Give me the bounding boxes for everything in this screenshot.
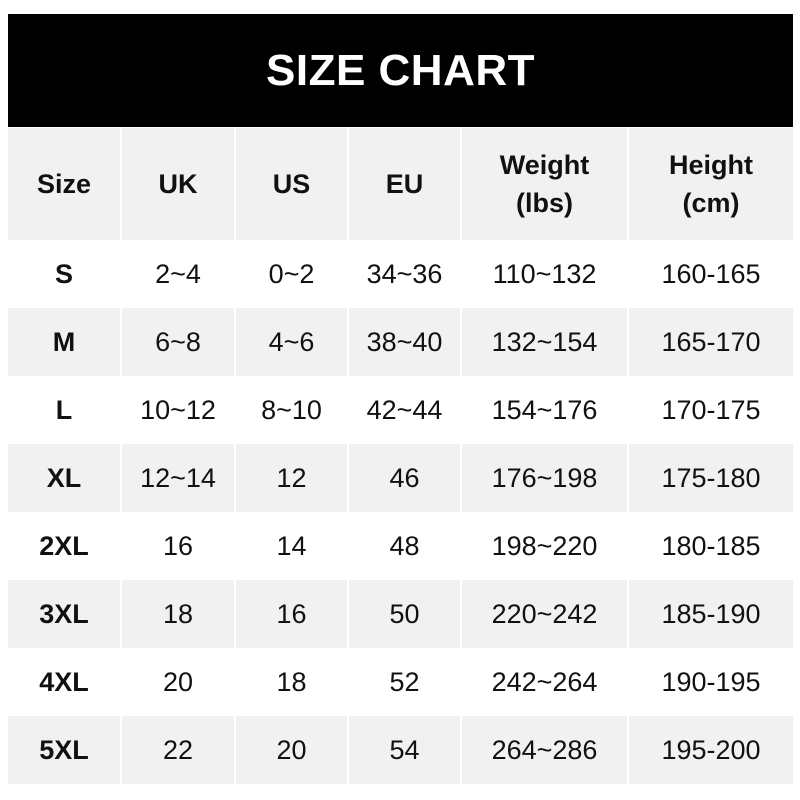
table-row: XL 12~14 12 46 176~198 175-180 (8, 444, 793, 512)
table-cell: 18 (120, 580, 235, 648)
table-cell: 154~176 (460, 376, 628, 444)
table-cell: 264~286 (460, 716, 628, 784)
size-label: 4XL (8, 648, 121, 716)
table-cell: 12 (234, 444, 348, 512)
table-cell: 10~12 (120, 376, 235, 444)
table-cell: 176~198 (460, 444, 628, 512)
size-label: 2XL (8, 512, 121, 580)
table-cell: 22 (120, 716, 235, 784)
table-cell: 42~44 (347, 376, 461, 444)
table-cell: 18 (234, 648, 348, 716)
size-table: Size UK US EU Weight (lbs) Height (cm) S 2~4 0~… (8, 128, 793, 784)
table-cell: 0~2 (234, 240, 348, 308)
table-cell: 48 (347, 512, 461, 580)
table-cell: 195-200 (627, 716, 793, 784)
table-cell: 220~242 (460, 580, 628, 648)
table-cell: 6~8 (120, 308, 235, 376)
table-row: 2XL 16 14 48 198~220 180-185 (8, 512, 793, 580)
table-cell: 160-165 (627, 240, 793, 308)
size-label: XL (8, 444, 121, 512)
size-label: M (8, 308, 121, 376)
table-cell: 132~154 (460, 308, 628, 376)
table-cell: 175-180 (627, 444, 793, 512)
size-chart-title: SIZE CHART (8, 14, 793, 127)
size-label: S (8, 240, 121, 308)
table-cell: 20 (234, 716, 348, 784)
header-row: Size UK US EU Weight (lbs) Height (cm) (8, 128, 793, 240)
table-cell: 16 (120, 512, 235, 580)
table-cell: 12~14 (120, 444, 235, 512)
column-header: Size (8, 128, 121, 240)
table-cell: 242~264 (460, 648, 628, 716)
size-label: L (8, 376, 121, 444)
table-cell: 170-175 (627, 376, 793, 444)
table-cell: 198~220 (460, 512, 628, 580)
table-cell: 2~4 (120, 240, 235, 308)
table-cell: 38~40 (347, 308, 461, 376)
table-cell: 14 (234, 512, 348, 580)
table-cell: 20 (120, 648, 235, 716)
table-cell: 52 (347, 648, 461, 716)
table-row: S 2~4 0~2 34~36 110~132 160-165 (8, 240, 793, 308)
table-cell: 4~6 (234, 308, 348, 376)
table-cell: 54 (347, 716, 461, 784)
table-cell: 110~132 (460, 240, 628, 308)
table-cell: 46 (347, 444, 461, 512)
table-row: 5XL 22 20 54 264~286 195-200 (8, 716, 793, 784)
table-cell: 16 (234, 580, 348, 648)
table-cell: 8~10 (234, 376, 348, 444)
column-header: US (234, 128, 348, 240)
table-row: 4XL 20 18 52 242~264 190-195 (8, 648, 793, 716)
size-label: 3XL (8, 580, 121, 648)
column-header: UK (120, 128, 235, 240)
table-cell: 165-170 (627, 308, 793, 376)
table-cell: 34~36 (347, 240, 461, 308)
table-cell: 185-190 (627, 580, 793, 648)
table-cell: 50 (347, 580, 461, 648)
column-header: Weight (lbs) (460, 128, 628, 240)
column-header: EU (347, 128, 461, 240)
table-cell: 190-195 (627, 648, 793, 716)
table-row: M 6~8 4~6 38~40 132~154 165-170 (8, 308, 793, 376)
table-row: 3XL 18 16 50 220~242 185-190 (8, 580, 793, 648)
table-cell: 180-185 (627, 512, 793, 580)
size-label: 5XL (8, 716, 121, 784)
column-header: Height (cm) (627, 128, 793, 240)
table-row: L 10~12 8~10 42~44 154~176 170-175 (8, 376, 793, 444)
